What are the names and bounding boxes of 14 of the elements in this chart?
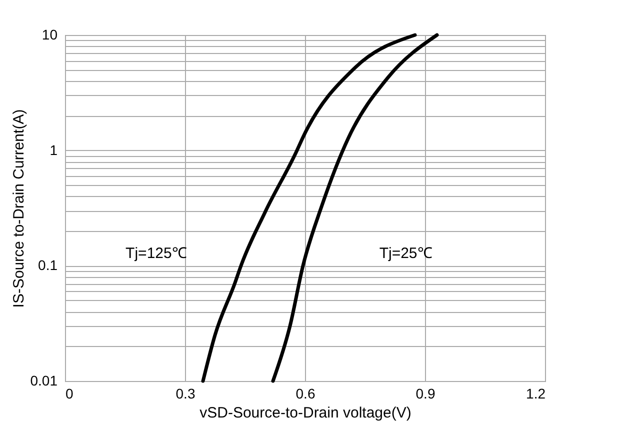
x-tick-label: 0.6 [296, 386, 316, 402]
y-tick-label: 0.01 [30, 372, 58, 388]
y-tick-label: 10 [42, 26, 58, 42]
y-axis-title: IS-Source to-Drain Current(A) [10, 109, 28, 308]
y-tick-label: 1 [50, 142, 58, 158]
x-tick-label: 0 [66, 386, 74, 402]
x-tick-label: 0.3 [176, 386, 196, 402]
x-axis-title: vSD-Source-to-Drain voltage(V) [200, 404, 412, 422]
x-tick-label: 1.2 [526, 386, 546, 402]
y-tick-label: 0.1 [38, 257, 58, 274]
x-tick-label: 0.9 [416, 386, 436, 402]
annotation: Tj=25℃ [379, 244, 432, 262]
line-series [271, 33, 439, 383]
annotation: Tj=125℃ [126, 244, 187, 262]
